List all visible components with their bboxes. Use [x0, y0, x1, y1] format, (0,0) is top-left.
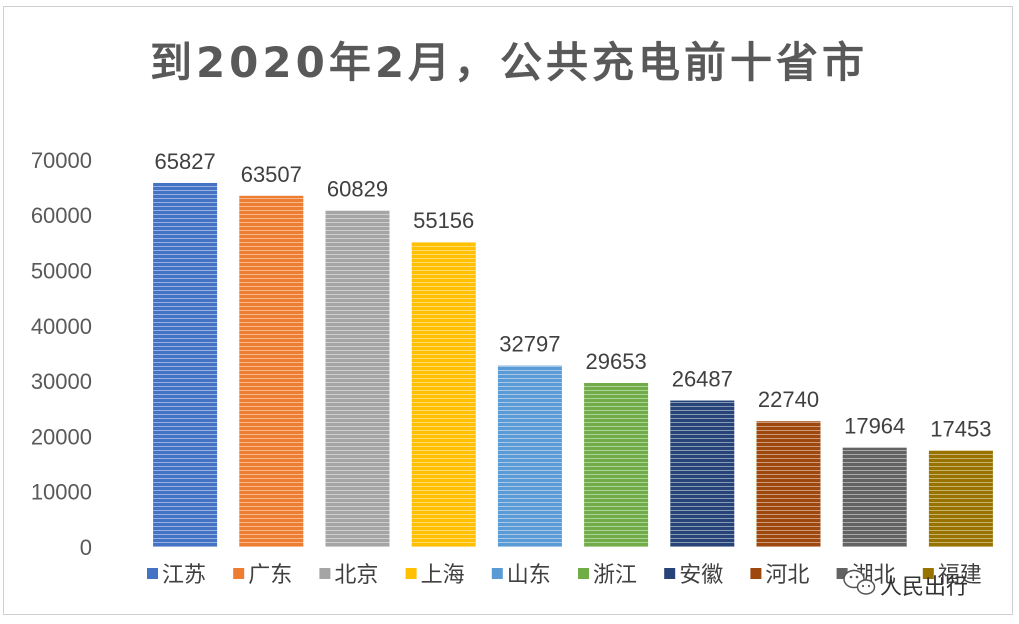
data-label: 55156 [413, 208, 474, 233]
bar-stripes [411, 241, 476, 548]
data-label: 65827 [155, 149, 216, 174]
bar-stripes [928, 450, 993, 547]
data-label: 22740 [758, 387, 819, 412]
bar-stripes [670, 400, 735, 547]
bars [153, 182, 993, 548]
data-label: 29653 [586, 349, 647, 374]
legend-label: 广东 [248, 563, 292, 588]
legend-swatch [750, 568, 762, 579]
legend-label: 江苏 [162, 563, 206, 588]
chart-frame: 到2020年2月，公共充电前十省市 0 10000 20000 30000 40000 5… [3, 6, 1013, 615]
legend-label: 安徽 [679, 563, 723, 588]
bar-stripes [325, 210, 390, 547]
legend-swatch [922, 568, 934, 579]
y-axis: 0 10000 20000 30000 40000 50000 60000 70000 [31, 148, 92, 560]
y-tick-label: 30000 [31, 369, 92, 394]
watermark: 人民出行 [843, 569, 968, 600]
legend-swatch [405, 568, 417, 579]
legend-swatch [491, 568, 503, 579]
bar-stripes [584, 383, 649, 547]
legend-swatch [233, 568, 245, 579]
chart-title: 到2020年2月，公共充电前十省市 [150, 38, 868, 87]
bar-stripes [842, 447, 907, 547]
data-label: 60829 [327, 177, 388, 202]
data-label: 17453 [930, 416, 991, 441]
data-label: 26487 [672, 367, 733, 392]
legend-label: 北京 [334, 563, 378, 588]
bar-stripes [497, 365, 562, 547]
y-tick-label: 50000 [31, 259, 92, 284]
legend-swatch [147, 568, 158, 579]
bar-stripes [756, 421, 821, 547]
legend-swatch [664, 568, 676, 579]
bar-stripes [153, 182, 218, 547]
legend-label: 浙江 [593, 563, 637, 588]
data-label: 63507 [241, 162, 302, 187]
data-label: 17964 [844, 414, 905, 439]
data-label: 32797 [499, 332, 560, 357]
y-tick-label: 70000 [31, 148, 92, 173]
wechat-icon [843, 569, 876, 595]
legend-label: 山东 [507, 563, 551, 588]
legend-label: 河北 [765, 563, 809, 588]
y-tick-label: 0 [80, 535, 92, 560]
y-tick-label: 40000 [31, 314, 92, 339]
y-tick-label: 20000 [31, 424, 92, 449]
bar-chart: 到2020年2月，公共充电前十省市 0 10000 20000 30000 40000 5… [31, 38, 993, 600]
bar-stripes [239, 195, 304, 548]
data-labels: 65827 63507 60829 55156 32797 29653 26487 22740… [155, 149, 992, 442]
y-tick-label: 60000 [31, 203, 92, 228]
legend-swatch [319, 568, 331, 579]
legend-label: 上海 [421, 563, 465, 588]
legend-swatch [578, 568, 589, 579]
legend-label: 福建 [938, 563, 982, 588]
y-tick-label: 10000 [31, 480, 92, 505]
watermark-text: 人民出行 [880, 575, 968, 600]
legend-swatch [836, 568, 848, 579]
